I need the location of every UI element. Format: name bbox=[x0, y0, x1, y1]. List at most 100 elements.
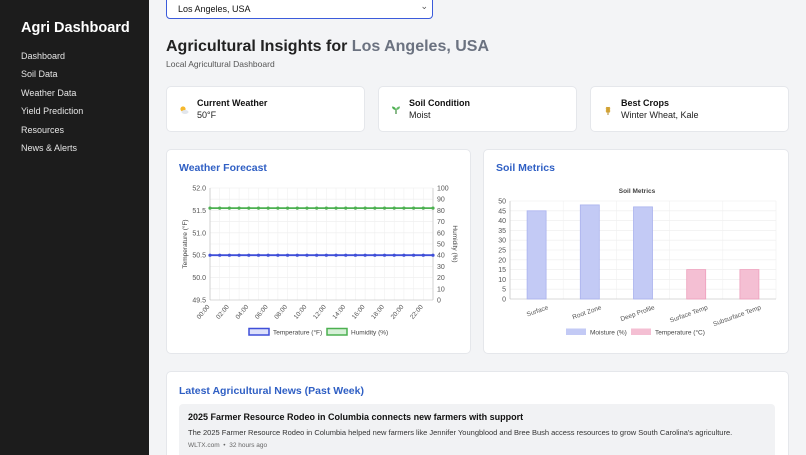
moisture-bar bbox=[633, 206, 653, 300]
news-meta: WLTX.com • 32 hours ago bbox=[188, 442, 766, 449]
soil-metrics-title: Soil Metrics bbox=[496, 162, 555, 174]
humidity-point bbox=[256, 206, 261, 210]
temperature-point bbox=[402, 253, 406, 257]
temperature-point bbox=[295, 253, 299, 257]
x-tick-label: Deep Profile bbox=[620, 304, 656, 323]
nav-news-alerts[interactable]: News & Alerts bbox=[21, 142, 78, 153]
x-tick-label: Surface bbox=[526, 304, 550, 318]
humidity-point bbox=[315, 206, 319, 210]
y2-tick-label: 100 bbox=[437, 186, 449, 193]
page-title-city: Los Angeles, USA bbox=[351, 38, 490, 55]
y2-tick-label: 80 bbox=[437, 208, 445, 215]
humidity-point bbox=[344, 206, 348, 210]
soil-metrics-panel: Soil Metrics Soil Metrics 50 45 40 35 30 25 20 1… bbox=[483, 149, 789, 354]
y-tick-label: 45 bbox=[498, 208, 506, 215]
sidebar: Agri Dashboard Dashboard Soil Data Weath… bbox=[0, 0, 149, 455]
legend-swatch-temperature bbox=[248, 327, 270, 336]
y-tick-label: 40 bbox=[498, 218, 506, 225]
best-crops-value: Winter Wheat, Kale bbox=[621, 110, 699, 120]
temperature-point bbox=[237, 253, 241, 257]
x-tick-label: 08:00 bbox=[273, 304, 289, 321]
temperature-bar bbox=[686, 269, 707, 300]
humidity-point bbox=[392, 206, 396, 210]
news-time: 32 hours ago bbox=[229, 442, 268, 449]
page-title: Agricultural Insights for Los Angeles, U… bbox=[166, 38, 489, 56]
news-headline[interactable]: 2025 Farmer Resource Rodeo in Columbia c… bbox=[188, 412, 524, 422]
humidity-point bbox=[208, 206, 212, 210]
location-select[interactable]: Los Angeles, USA ⌄ bbox=[166, 0, 433, 19]
humidity-point bbox=[247, 206, 251, 210]
humidity-point bbox=[227, 206, 231, 210]
nav-dashboard[interactable]: Dashboard bbox=[21, 51, 66, 61]
current-weather-label: Current Weather bbox=[197, 98, 268, 108]
legend-label-moisture: Moisture (%) bbox=[590, 330, 627, 337]
news-panel-title: Latest Agricultural News (Past Week) bbox=[179, 385, 364, 397]
news-separator: • bbox=[223, 442, 226, 449]
humidity-point bbox=[412, 206, 416, 210]
temperature-point bbox=[412, 253, 416, 257]
x-tick-label: 00:00 bbox=[196, 304, 212, 321]
temperature-point bbox=[421, 253, 425, 257]
legend-label-temperature: Temperature (°F) bbox=[273, 329, 322, 337]
soil-chart-title: Soil Metrics bbox=[619, 188, 656, 195]
temperature-point bbox=[227, 253, 231, 257]
main-content: Los Angeles, USA ⌄ Agricultural Insights… bbox=[149, 0, 806, 455]
best-crops-label: Best Crops bbox=[621, 98, 670, 108]
moisture-bar bbox=[526, 210, 547, 300]
y2-axis-label: Humidity (%) bbox=[451, 225, 458, 262]
moisture-bar bbox=[579, 204, 600, 300]
y2-tick-label: 20 bbox=[437, 275, 445, 282]
soil-condition-label: Soil Condition bbox=[409, 98, 470, 108]
x-tick-label: 20:00 bbox=[390, 304, 406, 321]
humidity-point bbox=[431, 206, 435, 210]
humidity-point bbox=[382, 206, 387, 210]
y2-tick-label: 0 bbox=[437, 298, 441, 305]
temperature-point bbox=[276, 253, 280, 257]
y2-tick-label: 10 bbox=[437, 286, 445, 293]
nav-weather-data[interactable]: Weather Data bbox=[21, 87, 77, 98]
temperature-point bbox=[353, 253, 358, 257]
humidity-point bbox=[276, 206, 280, 210]
news-item[interactable]: 2025 Farmer Resource Rodeo in Columbia c… bbox=[179, 404, 775, 455]
temperature-point bbox=[256, 253, 261, 257]
y-tick-label: 5 bbox=[502, 287, 506, 294]
y2-tick-label: 40 bbox=[437, 253, 445, 260]
current-weather-value: 50°F bbox=[197, 110, 217, 120]
nav-resources[interactable]: Resources bbox=[21, 124, 65, 135]
y2-tick-label: 70 bbox=[437, 219, 445, 226]
weather-forecast-panel: Weather Forecast 100 90 80 70 60 50 40 30 20 10 0 5… bbox=[166, 149, 471, 354]
y-tick-label: 50.5 bbox=[192, 253, 206, 260]
temperature-point bbox=[266, 253, 270, 257]
temperature-point bbox=[324, 253, 328, 257]
page-title-prefix: Agricultural Insights for bbox=[166, 38, 348, 55]
temperature-point bbox=[373, 253, 377, 257]
y-tick-label: 51.0 bbox=[192, 230, 206, 237]
location-select-value: Los Angeles, USA bbox=[178, 4, 251, 14]
y-tick-label: 50 bbox=[498, 199, 506, 206]
legend-swatch-moisture bbox=[566, 328, 586, 335]
y-tick-label: 52.0 bbox=[192, 186, 206, 193]
humidity-point bbox=[402, 206, 406, 210]
temperature-point bbox=[218, 253, 222, 257]
x-tick-label: 14:00 bbox=[331, 304, 347, 321]
y2-tick-label: 60 bbox=[437, 230, 445, 237]
x-tick-label: 18:00 bbox=[370, 304, 386, 321]
current-weather-card: Current Weather 50°F bbox=[166, 86, 365, 132]
humidity-point bbox=[218, 206, 222, 210]
news-description: The 2025 Farmer Resource Rodeo in Columb… bbox=[188, 428, 733, 437]
temperature-point bbox=[344, 253, 348, 257]
legend-swatch-temperature bbox=[631, 328, 651, 335]
temperature-point bbox=[315, 253, 319, 257]
y-tick-label: 25 bbox=[498, 248, 506, 255]
nav-yield-prediction[interactable]: Yield Prediction bbox=[21, 106, 84, 117]
legend-label-temperature: Temperature (°C) bbox=[655, 329, 705, 337]
wheat-icon bbox=[603, 105, 613, 117]
best-crops-card: Best Crops Winter Wheat, Kale bbox=[590, 86, 789, 132]
temperature-bar bbox=[739, 269, 760, 300]
temperature-point bbox=[334, 253, 338, 257]
legend-swatch-humidity bbox=[326, 327, 348, 336]
x-tick-label: 10:00 bbox=[293, 304, 309, 321]
humidity-point bbox=[334, 206, 338, 210]
nav-soil-data[interactable]: Soil Data bbox=[21, 69, 58, 80]
